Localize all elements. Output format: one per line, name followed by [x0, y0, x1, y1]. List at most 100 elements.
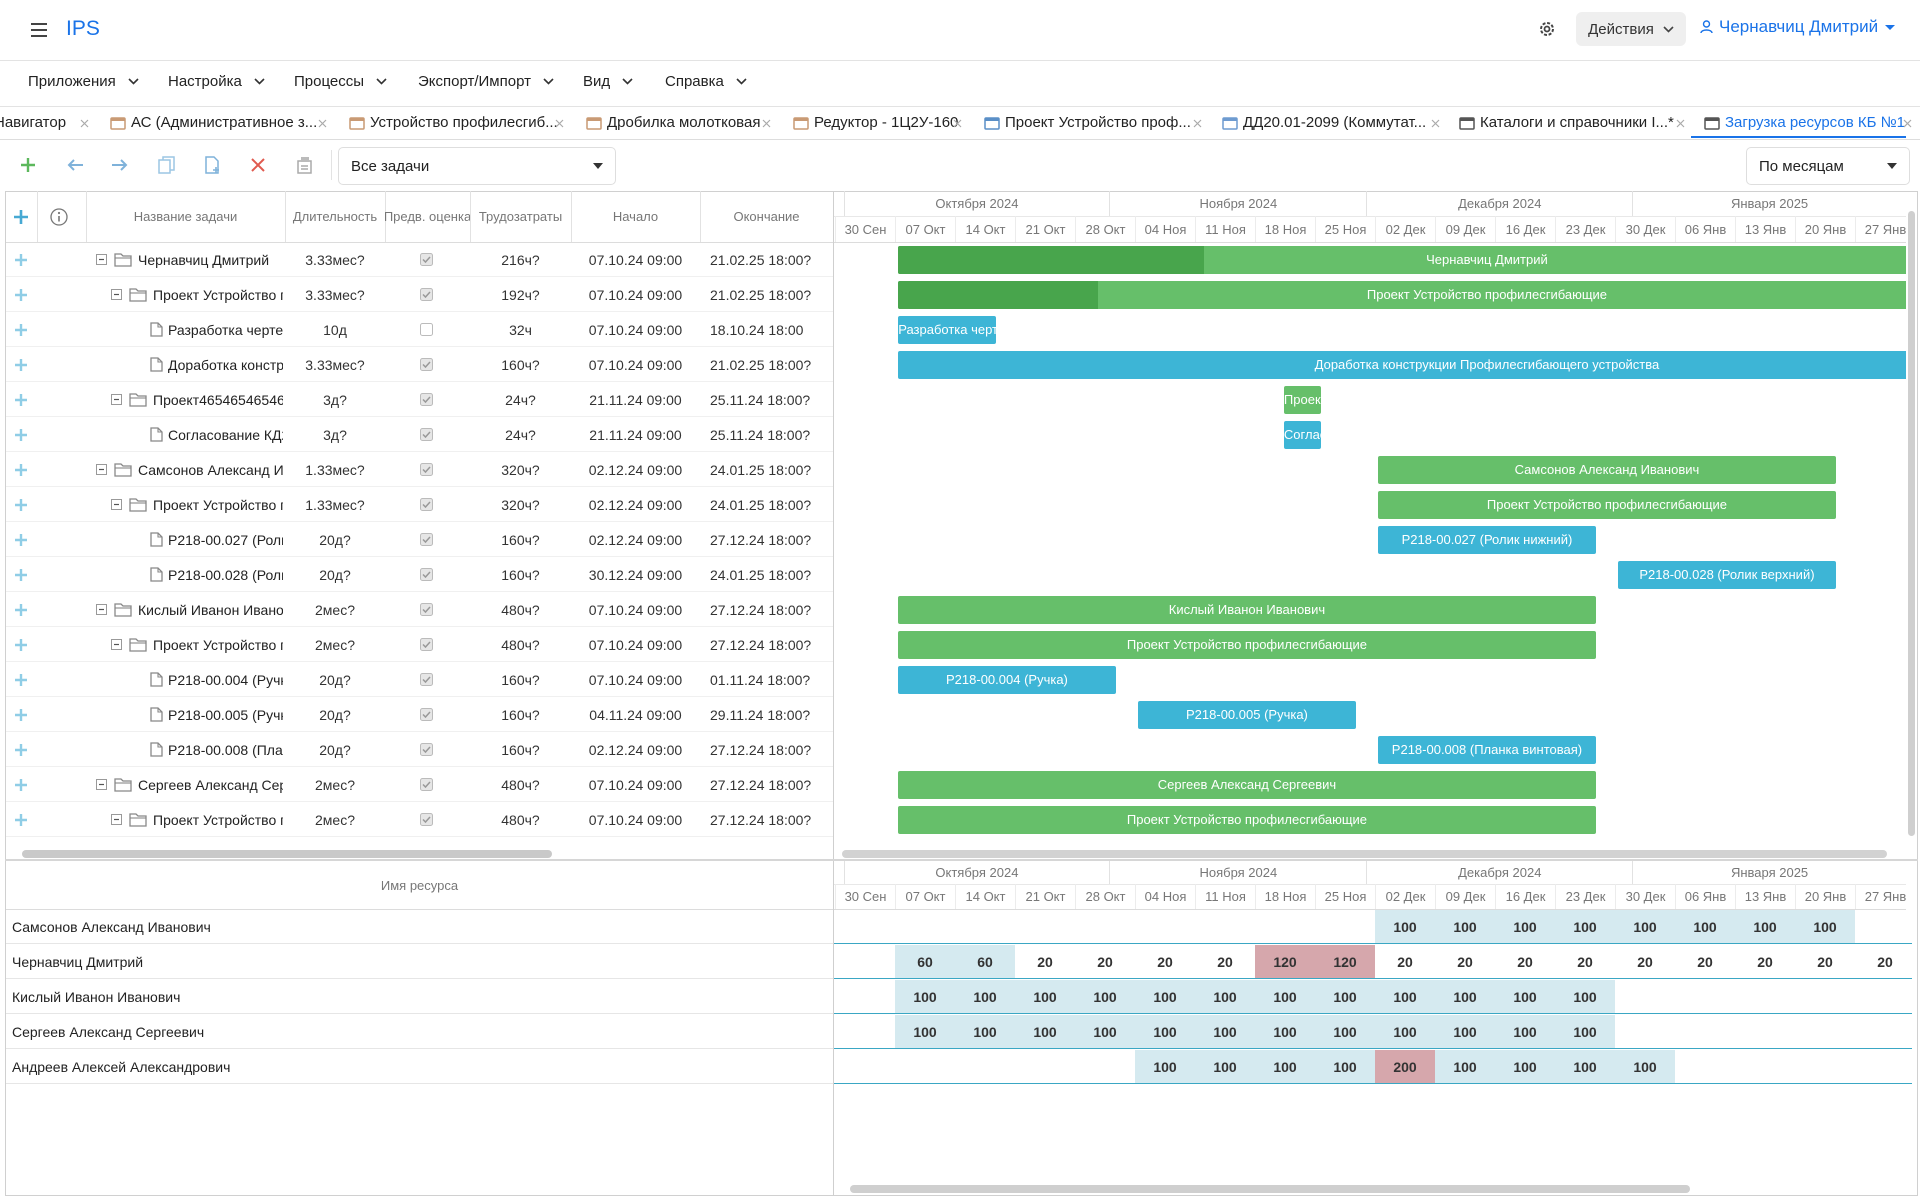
chevron — [622, 78, 633, 85]
properties-button[interactable] — [296, 156, 314, 174]
gantt-bar[interactable]: Р218-00.004 (Ручка) — [898, 666, 1116, 694]
horizontal-scrollbar[interactable] — [842, 1185, 1910, 1193]
add-subtask-button[interactable] — [14, 358, 28, 372]
menu-item[interactable]: Справка — [665, 73, 747, 90]
add-row-button[interactable] — [13, 209, 29, 225]
load-cell: 20 — [1157, 953, 1173, 970]
gantt-bar[interactable]: Доработка конструкции Профилесгибающего … — [898, 351, 1906, 379]
add-subtask-button[interactable] — [14, 253, 28, 267]
scrollbar-thumb[interactable] — [22, 850, 552, 858]
add-subtask-button[interactable] — [14, 743, 28, 757]
add-subtask-button[interactable] — [14, 323, 28, 337]
menu-item[interactable]: Настройка — [168, 73, 265, 90]
menu-item[interactable]: Экспорт/Импорт — [418, 73, 554, 90]
add-subtask-button[interactable] — [14, 813, 28, 827]
filter-select[interactable]: Все задачи — [338, 147, 616, 185]
actions-button[interactable]: Действия — [1576, 12, 1686, 46]
week-label: 14 Окт — [955, 216, 1015, 242]
indent-button[interactable] — [111, 158, 129, 172]
add-subtask-button[interactable] — [14, 568, 28, 582]
gantt-bar[interactable]: Проект465465465465 — [1283, 386, 1322, 414]
gantt-bar[interactable]: Сергеев Александ Сергеевич — [898, 771, 1596, 799]
copy-button[interactable] — [158, 156, 176, 174]
column-header[interactable]: Начало — [612, 209, 659, 224]
expand-toggle[interactable] — [111, 639, 122, 650]
tab[interactable]: Загрузка ресурсов КБ №1 — [1725, 114, 1906, 131]
column-header[interactable]: Длительность — [292, 209, 378, 224]
add-subtask-button[interactable] — [14, 428, 28, 442]
add-subtask-button[interactable] — [14, 603, 28, 617]
scale-select[interactable]: По месяцам — [1746, 147, 1910, 185]
horizontal-scrollbar[interactable] — [14, 850, 826, 858]
resource-load-grid: 100 100 100 100 100 100 100 100 60 60 20 20 20 20 120 1… — [834, 909, 1912, 1179]
add-subtask-button[interactable] — [14, 708, 28, 722]
gantt-bar[interactable]: Согласование КД2 — [1283, 421, 1322, 449]
user-name: Чернавчиц Дмитрий — [1719, 17, 1879, 36]
week-label: 02 Дек — [1375, 216, 1435, 242]
expand-toggle[interactable] — [111, 814, 122, 825]
gantt-bar[interactable]: Р218-00.005 (Ручка) — [1138, 701, 1356, 729]
tab[interactable]: АС (Административное з... — [131, 114, 318, 131]
column-header[interactable]: Трудозатраты — [478, 209, 563, 224]
task-row: Р218-00.028 (Ролик верхний) 20д? 160ч? 30.1… — [6, 557, 833, 592]
menu-item[interactable]: Приложения — [28, 73, 139, 90]
add-subtask-button[interactable] — [14, 533, 28, 547]
vertical-scrollbar[interactable] — [1907, 207, 1916, 847]
gantt-bar[interactable]: Самсонов Александ Иванович — [1378, 456, 1836, 484]
info-icon[interactable] — [50, 208, 68, 226]
expand-toggle[interactable] — [96, 779, 107, 790]
scrollbar-thumb[interactable] — [850, 1185, 1690, 1193]
tab[interactable]: Проект Устройство проф... — [1005, 114, 1191, 131]
add-subtask-button[interactable] — [14, 778, 28, 792]
gantt-bar[interactable]: Разработка чертеж — [898, 316, 996, 344]
menu-icon[interactable] — [31, 23, 47, 37]
add-button[interactable] — [20, 157, 36, 173]
gantt-bar[interactable]: Чернавчиц Дмитрий — [898, 246, 1906, 274]
tab[interactable]: Каталоги и справочники I...* — [1480, 114, 1674, 131]
gantt-bar[interactable]: Р218-00.008 (Планка винтовая) — [1378, 736, 1596, 764]
outdent-button[interactable] — [66, 158, 84, 172]
tab[interactable]: Дробилка молотковая — [607, 114, 761, 131]
tab[interactable]: Устройство профилесгиб... — [370, 114, 558, 131]
menu-item[interactable]: Процессы — [294, 73, 387, 90]
scrollbar-thumb[interactable] — [1908, 211, 1915, 836]
gantt-bar[interactable]: Проект Устройство профилесгибающие — [898, 631, 1596, 659]
tab[interactable]: Редуктор - 1Ц2У-160 — [814, 114, 959, 131]
add-subtask-button[interactable] — [14, 463, 28, 477]
expand-toggle[interactable] — [111, 289, 122, 300]
task-name: Доработка конструкции Профилесгибающего … — [168, 356, 283, 373]
menu-item[interactable]: Вид — [583, 73, 633, 90]
gantt-bar[interactable]: Проект Устройство профилесгибающие — [898, 281, 1906, 309]
gantt-bar[interactable]: Проект Устройство профилесгибающие — [898, 806, 1596, 834]
expand-toggle[interactable] — [111, 394, 122, 405]
add-subtask-button[interactable] — [14, 288, 28, 302]
app-name[interactable]: IPS — [66, 17, 100, 40]
tab[interactable]: Навигатор — [0, 114, 67, 131]
end-date: 27.12.24 18:00? — [710, 601, 812, 618]
expand-toggle[interactable] — [96, 604, 107, 615]
expand-toggle[interactable] — [96, 464, 107, 475]
tab[interactable]: ДД20.01-2099 (Коммутат... — [1243, 114, 1427, 131]
column-header[interactable]: Окончание — [733, 209, 800, 224]
add-subtask-button[interactable] — [14, 393, 28, 407]
gantt-bar[interactable]: Проект Устройство профилесгибающие — [1378, 491, 1836, 519]
expand-toggle[interactable] — [111, 499, 122, 510]
scrollbar-thumb[interactable] — [842, 850, 1887, 858]
expand-toggle[interactable] — [96, 254, 107, 265]
user-menu[interactable]: Чернавчиц Дмитрий — [1700, 17, 1896, 37]
gantt-bar[interactable]: Кислый Иванон Иванович — [898, 596, 1596, 624]
delete-button[interactable] — [250, 157, 266, 173]
column-header[interactable]: Название задачи — [133, 209, 238, 224]
load-cell: 20 — [1037, 953, 1053, 970]
gantt-bar[interactable]: Р218-00.027 (Ролик нижний) — [1378, 526, 1596, 554]
week-label: 25 Ноя — [1315, 884, 1375, 909]
add-subtask-button[interactable] — [14, 638, 28, 652]
horizontal-scrollbar[interactable] — [842, 850, 1900, 858]
column-header[interactable]: Предв. оценка — [385, 209, 470, 224]
tab-icon — [793, 117, 809, 130]
gantt-bar[interactable]: Р218-00.028 (Ролик верхний) — [1618, 561, 1836, 589]
add-subtask-button[interactable] — [14, 498, 28, 512]
add-subtask-button[interactable] — [14, 673, 28, 687]
new-document-button[interactable] — [204, 156, 222, 174]
settings-icon[interactable] — [1538, 20, 1556, 38]
